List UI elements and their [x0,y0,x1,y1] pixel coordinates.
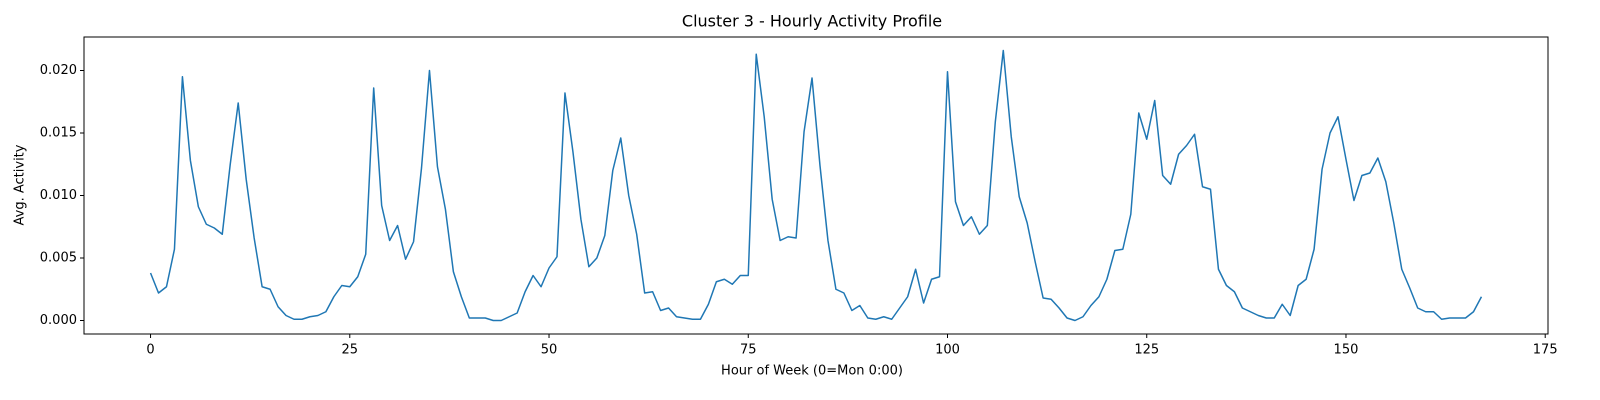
y-tick-label: 0.000 [40,313,77,328]
y-tick-label: 0.010 [40,188,77,203]
x-tick-label: 100 [935,343,960,358]
x-tick-label: 150 [1334,343,1359,358]
x-tick-label: 125 [1134,343,1159,358]
x-tick-label: 50 [541,343,558,358]
y-axis-label: Avg. Activity [13,144,28,225]
x-tick-label: 175 [1533,343,1558,358]
x-tick-label: 75 [740,343,757,358]
y-tick-label: 0.005 [40,251,77,266]
y-tick-label: 0.020 [40,63,77,78]
x-tick-label: 0 [146,343,154,358]
data-line [149,49,1483,322]
x-tick-label: 25 [342,343,359,358]
y-tick-label: 0.015 [40,126,77,141]
plot-frame [83,36,1549,335]
x-axis-label: Hour of Week (0=Mon 0:00) [721,364,903,379]
chart-title: Cluster 3 - Hourly Activity Profile [682,12,942,31]
